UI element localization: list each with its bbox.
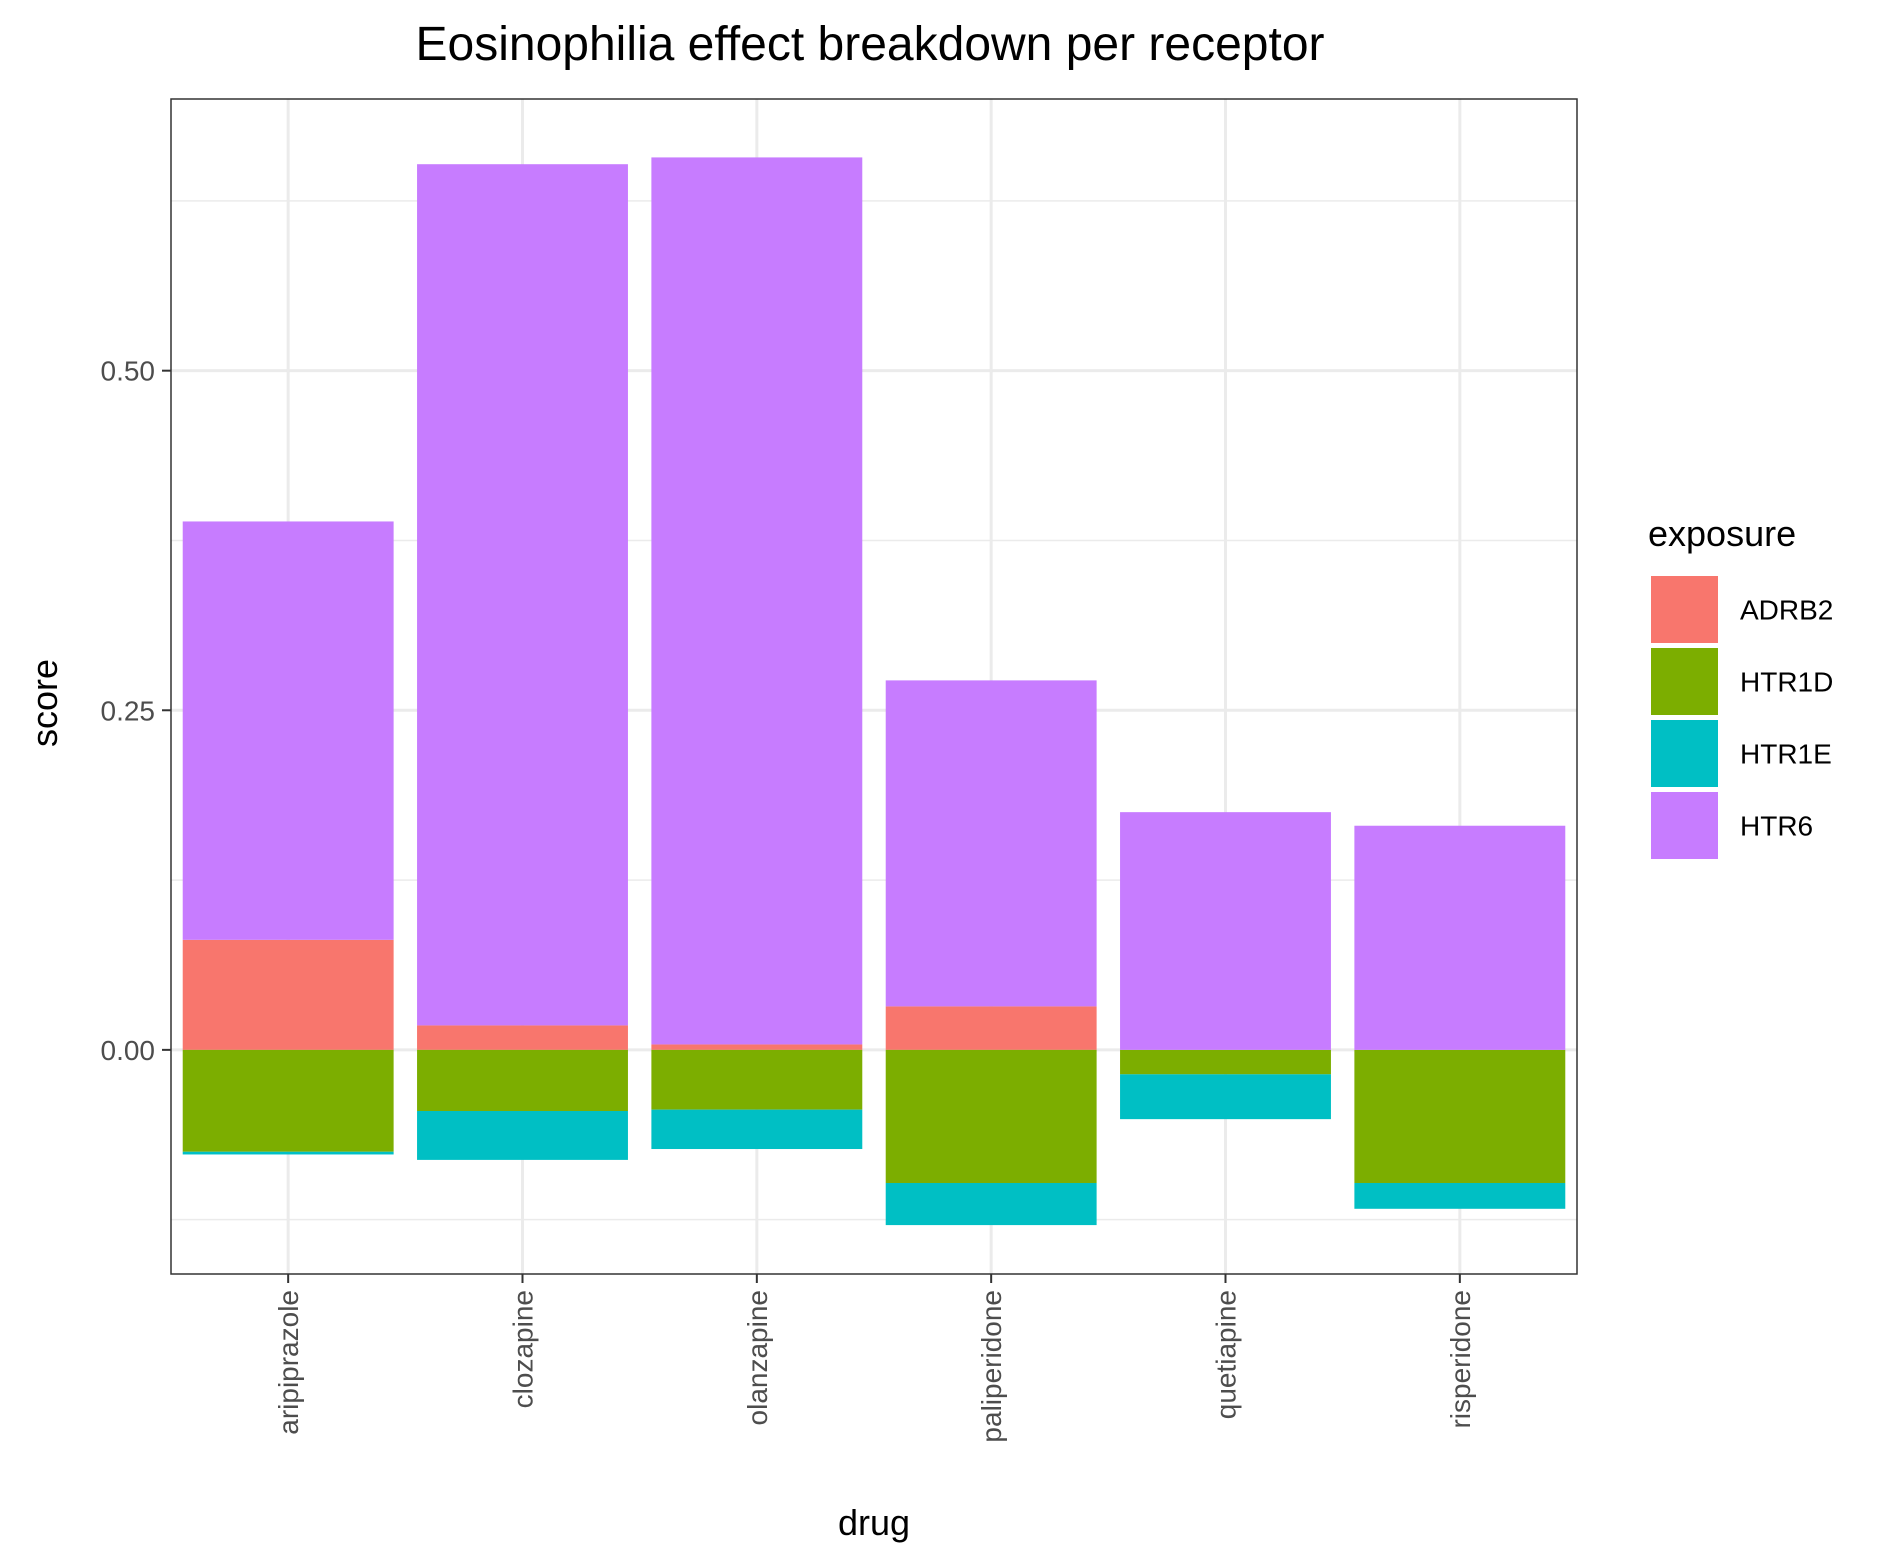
bar-segment-aripiprazole-htr1e	[182, 1151, 394, 1155]
bar-segment-aripiprazole-htr1d	[182, 1049, 394, 1152]
legend-label-htr1d: HTR1D	[1740, 667, 1833, 698]
bar-segment-risperidone-htr1d	[1354, 1049, 1566, 1183]
bars	[182, 157, 1566, 1226]
x-tick-label: paliperidone	[976, 1290, 1007, 1443]
bar-segment-clozapine-htr6	[417, 164, 628, 1026]
legend-label-htr1e: HTR1E	[1740, 739, 1832, 770]
bar-segment-risperidone-htr6	[1354, 825, 1566, 1050]
legend-key-htr1e	[1651, 720, 1718, 787]
x-tick-label: olanzapine	[742, 1290, 773, 1425]
x-tick-label: risperidone	[1445, 1290, 1476, 1429]
plot-area	[170, 98, 1578, 1275]
legend-key-htr1d	[1651, 648, 1718, 715]
bar-segment-paliperidone-htr1e	[885, 1182, 1097, 1226]
y-axis-title: score	[24, 659, 65, 747]
bar-segment-quetiapine-htr1e	[1120, 1074, 1331, 1120]
bar-segment-paliperidone-htr1d	[885, 1049, 1097, 1183]
chart-title: Eosinophilia effect breakdown per recept…	[416, 18, 1325, 71]
bar-segment-aripiprazole-adrb2	[182, 939, 394, 1050]
y-tick-label: 0.50	[101, 356, 156, 387]
plot-border	[170, 98, 1578, 1275]
legend-title: exposure	[1648, 513, 1796, 554]
legend-key-adrb2	[1651, 576, 1718, 643]
bar-segment-olanzapine-htr1e	[651, 1109, 863, 1150]
legend-label-htr6: HTR6	[1740, 811, 1813, 842]
bar-segment-olanzapine-htr6	[651, 157, 863, 1045]
bar-segment-paliperidone-adrb2	[885, 1006, 1097, 1050]
y-axis: 0.00 0.25 0.50	[101, 356, 171, 1066]
bar-segment-risperidone-htr1e	[1354, 1182, 1566, 1209]
y-tick-label: 0.00	[101, 1035, 156, 1066]
x-axis-title: drug	[838, 1502, 910, 1543]
bar-segment-clozapine-htr1d	[417, 1049, 628, 1111]
legend-items: ADRB2 HTR1D HTR1E HTR6	[1651, 576, 1833, 859]
bar-segment-clozapine-adrb2	[417, 1025, 628, 1050]
legend-key-htr6	[1651, 792, 1718, 859]
legend: exposure ADRB2 HTR1D HTR1E HTR6	[1648, 513, 1833, 859]
bar-segment-quetiapine-htr1d	[1120, 1049, 1331, 1075]
legend-label-adrb2: ADRB2	[1740, 595, 1833, 626]
x-axis: aripiprazole clozapine olanzapine paliperid…	[273, 1274, 1476, 1443]
bar-segment-olanzapine-adrb2	[651, 1044, 863, 1050]
bar-segment-olanzapine-htr1d	[651, 1049, 863, 1110]
x-tick-label: clozapine	[508, 1290, 539, 1408]
bar-segment-clozapine-htr1e	[417, 1110, 628, 1160]
y-tick-label: 0.25	[101, 695, 156, 726]
bar-segment-aripiprazole-htr6	[182, 521, 394, 940]
plot-background	[171, 99, 1577, 1274]
bar-segment-paliperidone-htr6	[885, 680, 1097, 1007]
x-tick-label: aripiprazole	[273, 1290, 304, 1435]
bar-segment-quetiapine-htr6	[1120, 812, 1331, 1050]
x-tick-label: quetiapine	[1211, 1290, 1242, 1419]
